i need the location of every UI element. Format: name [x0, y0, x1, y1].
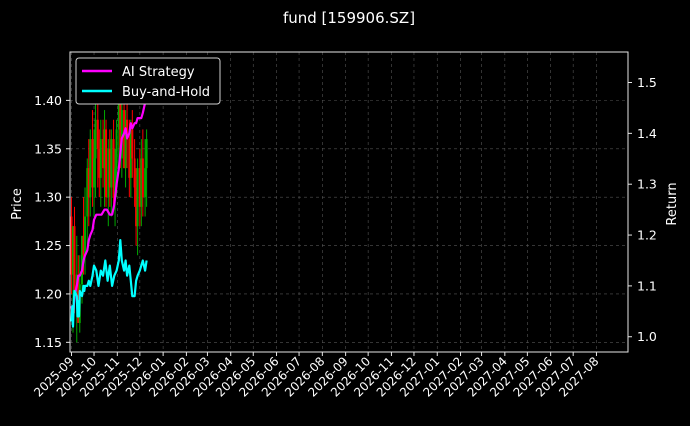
- candle-body: [135, 187, 138, 227]
- candle-body: [128, 139, 131, 178]
- right-axis-label: Return: [665, 182, 680, 225]
- candle-body: [107, 148, 110, 198]
- candle-body: [70, 216, 73, 275]
- left-tick-label: 1.40: [34, 93, 62, 108]
- candle-body: [98, 148, 101, 178]
- left-tick-label: 1.15: [34, 335, 62, 350]
- legend-box: [75, 57, 221, 105]
- candle-body: [105, 129, 108, 198]
- candle-body: [120, 110, 123, 159]
- candle-body: [91, 139, 94, 188]
- right-axis: 1.0 1.1 1.2 1.3 1.4 1.5: [628, 75, 657, 344]
- right-tick-label: 1.1: [637, 278, 657, 293]
- candle-body: [141, 158, 144, 198]
- candle-body: [77, 274, 80, 323]
- candle-body: [96, 119, 99, 149]
- candle-body: [145, 139, 148, 169]
- candle-body: [72, 226, 75, 275]
- candle-body: [124, 119, 127, 169]
- candle-body: [82, 235, 85, 256]
- chart-title: fund [159906.SZ]: [283, 9, 415, 27]
- candles: [70, 81, 148, 343]
- candle-body: [112, 139, 115, 198]
- candle-body: [86, 168, 89, 217]
- legend: AI Strategy Buy-and-Hold: [75, 57, 221, 105]
- right-tick-label: 1.0: [637, 329, 657, 344]
- candle-body: [119, 100, 122, 159]
- candle-body: [114, 168, 117, 198]
- candle-body: [136, 168, 139, 227]
- right-tick-label: 1.4: [637, 126, 657, 141]
- right-tick-label: 1.5: [637, 75, 657, 90]
- candle-body: [110, 139, 113, 188]
- left-tick-label: 1.35: [34, 141, 62, 156]
- left-tick-label: 1.25: [34, 238, 62, 253]
- left-tick-label: 1.30: [34, 190, 62, 205]
- right-tick-label: 1.2: [637, 228, 657, 243]
- candle-body: [133, 158, 136, 188]
- right-tick-label: 1.3: [637, 177, 657, 192]
- candle-body: [103, 129, 106, 169]
- buy-and-hold-line: [70, 239, 148, 328]
- candle-body: [99, 139, 102, 178]
- candle-body: [126, 119, 129, 140]
- candle-body: [144, 168, 147, 198]
- plot-frame: [69, 51, 629, 353]
- left-tick-label: 1.20: [34, 286, 62, 301]
- candle-body: [129, 129, 132, 178]
- candle-body: [115, 129, 118, 169]
- candle-body: [108, 148, 111, 188]
- candle-body: [117, 100, 120, 130]
- legend-label-bh: Buy-and-Hold: [122, 85, 210, 100]
- candle-body: [131, 129, 134, 159]
- candle-body: [84, 216, 87, 256]
- candle-body: [102, 139, 105, 169]
- candle-body: [73, 226, 76, 294]
- candle-body: [94, 119, 97, 159]
- series-lines: [70, 82, 150, 328]
- candle-body: [140, 158, 143, 207]
- candle-body: [81, 235, 84, 285]
- candle-body: [89, 139, 92, 198]
- candle-body: [87, 168, 90, 198]
- legend-label-ai: AI Strategy: [122, 65, 195, 80]
- left-axis-label: Price: [10, 188, 25, 220]
- ai-strategy-line: [70, 82, 150, 318]
- candle-body: [93, 158, 96, 188]
- left-axis: 1.15 1.20 1.25 1.30 1.35 1.40: [34, 93, 70, 350]
- candle-body: [123, 110, 126, 169]
- candle-body: [138, 168, 141, 207]
